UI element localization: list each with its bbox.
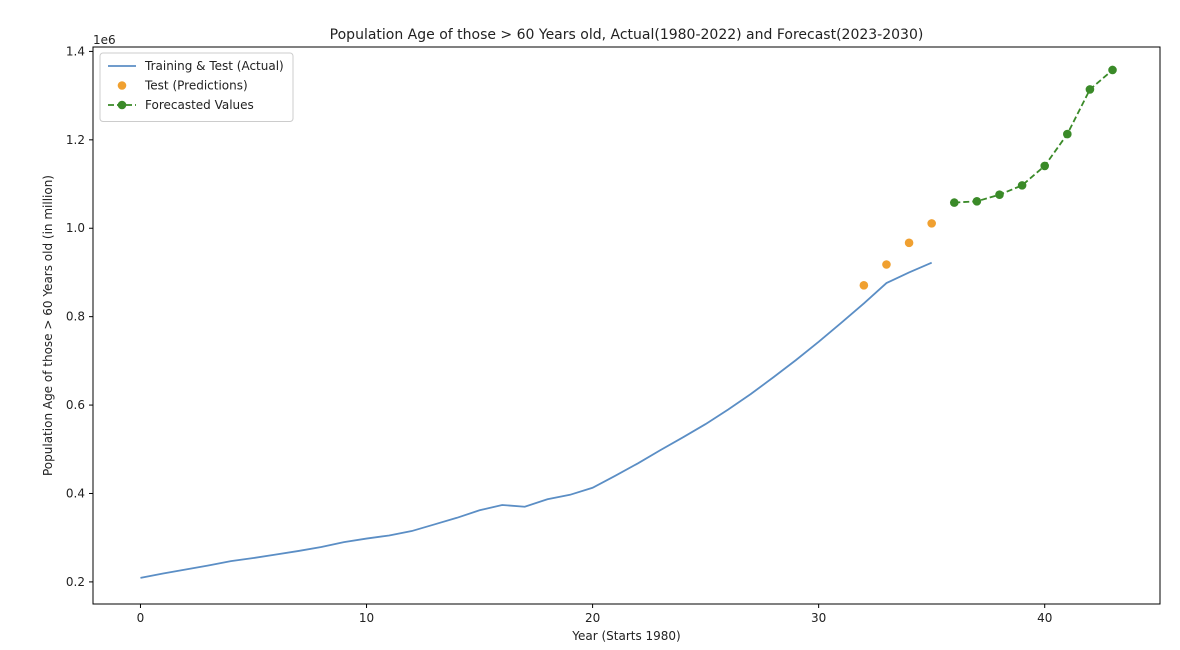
legend: Training & Test (Actual) Test (Prediction… xyxy=(99,52,294,122)
series-line xyxy=(140,261,933,579)
data-point xyxy=(1017,181,1027,190)
data-point xyxy=(927,219,936,228)
y-tick-label: 1.0 xyxy=(66,221,85,235)
data-point xyxy=(859,280,869,290)
data-point xyxy=(972,196,982,206)
plot-area xyxy=(140,65,1117,579)
x-tick-label: 0 xyxy=(137,611,145,625)
x-axis-title: Year (Starts 1980) xyxy=(571,629,681,643)
data-point xyxy=(1040,161,1050,171)
y-offset-label: 1e6 xyxy=(93,33,116,47)
y-axis-title: Population Age of those > 60 Years old (… xyxy=(41,175,55,476)
series-line xyxy=(954,69,1114,204)
y-axis: 0.2 0.4 0.6 0.8 1.0 1.2 1.4 xyxy=(66,44,93,589)
legend-box xyxy=(99,52,294,122)
y-tick-label: 0.8 xyxy=(66,310,85,324)
chart-title: Population Age of those > 60 Years old, … xyxy=(330,27,924,43)
legend-label: Forecasted Values xyxy=(145,98,254,112)
legend-label: Test (Predictions) xyxy=(144,79,248,93)
data-point xyxy=(949,198,959,207)
y-tick-label: 1.4 xyxy=(66,44,85,58)
data-point xyxy=(1085,85,1095,94)
y-tick-label: 0.6 xyxy=(66,398,85,412)
data-point xyxy=(1063,129,1072,139)
data-point xyxy=(904,238,914,248)
y-tick-label: 0.2 xyxy=(66,575,85,589)
legend-marker-handle xyxy=(117,81,127,90)
x-axis: 0 10 20 30 40 xyxy=(137,604,1052,625)
legend-marker-handle xyxy=(117,100,127,110)
x-tick-label: 10 xyxy=(359,611,374,625)
x-tick-label: 40 xyxy=(1037,611,1052,625)
plot-frame xyxy=(92,46,1161,605)
data-point xyxy=(882,260,891,269)
data-point xyxy=(1108,65,1117,75)
y-tick-label: 0.4 xyxy=(66,486,85,500)
y-tick-label: 1.2 xyxy=(66,133,85,147)
legend-label: Training & Test (Actual) xyxy=(144,59,284,73)
x-tick-label: 30 xyxy=(811,611,826,625)
data-point xyxy=(995,190,1004,199)
x-tick-label: 20 xyxy=(585,611,600,625)
